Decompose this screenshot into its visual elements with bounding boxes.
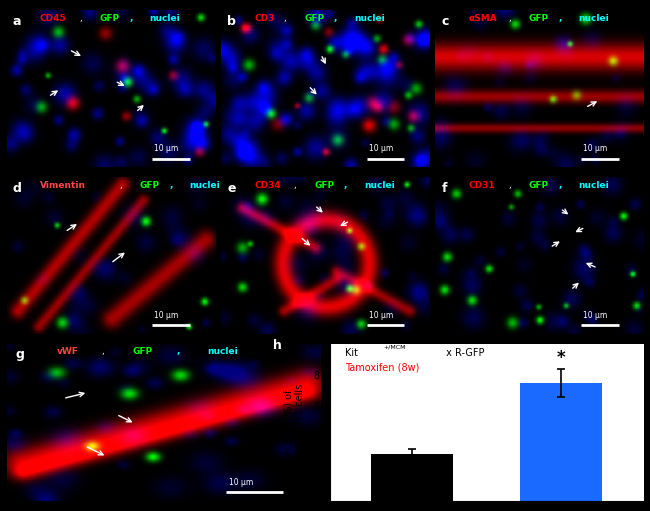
Text: GFP: GFP: [304, 14, 324, 23]
Text: αSMA: αSMA: [469, 14, 497, 23]
Text: nuclei: nuclei: [207, 347, 238, 357]
Text: ,: ,: [508, 14, 514, 23]
Text: nuclei: nuclei: [150, 14, 181, 23]
Text: *: *: [557, 349, 566, 367]
Text: d: d: [13, 181, 21, 195]
Text: ,: ,: [558, 181, 565, 190]
Text: 10 μm: 10 μm: [154, 311, 179, 320]
Text: vWF: vWF: [57, 347, 79, 357]
Text: e: e: [227, 181, 236, 195]
Text: 10 μm: 10 μm: [369, 311, 393, 320]
Text: ,: ,: [130, 14, 136, 23]
Text: ,: ,: [558, 14, 565, 23]
Text: 10 μm: 10 μm: [369, 144, 393, 153]
Text: nuclei: nuclei: [364, 181, 395, 190]
Text: 10 μm: 10 μm: [229, 478, 254, 486]
Text: ,: ,: [102, 347, 107, 357]
Text: ,: ,: [177, 347, 184, 357]
Text: ,: ,: [334, 14, 341, 23]
Bar: [370, 454, 453, 501]
Text: ,: ,: [170, 181, 176, 190]
Text: +/MCM: +/MCM: [383, 344, 406, 350]
Text: CD34: CD34: [254, 181, 281, 190]
Text: ,: ,: [284, 14, 290, 23]
Text: x R-GFP: x R-GFP: [443, 349, 484, 358]
Text: 10 μm: 10 μm: [583, 144, 607, 153]
Text: h: h: [273, 339, 282, 352]
Text: GFP: GFP: [140, 181, 160, 190]
Text: a: a: [13, 15, 21, 28]
Text: g: g: [16, 349, 25, 361]
Text: nuclei: nuclei: [354, 14, 385, 23]
Bar: [520, 383, 603, 501]
Text: 10 μm: 10 μm: [154, 144, 179, 153]
Text: b: b: [227, 15, 236, 28]
Text: ,: ,: [120, 181, 125, 190]
Text: GFP: GFP: [314, 181, 334, 190]
Y-axis label: eGFP+ (%) of
total CD31 cells: eGFP+ (%) of total CD31 cells: [283, 384, 305, 461]
Text: Vimentin: Vimentin: [40, 181, 86, 190]
Text: CD3: CD3: [254, 14, 274, 23]
Text: ,: ,: [344, 181, 350, 190]
Text: f: f: [441, 181, 447, 195]
Text: nuclei: nuclei: [578, 14, 609, 23]
Text: GFP: GFP: [528, 14, 549, 23]
Text: GFP: GFP: [132, 347, 152, 357]
Text: nuclei: nuclei: [190, 181, 220, 190]
Text: CD45: CD45: [40, 14, 66, 23]
Text: Tamoxifen (8w): Tamoxifen (8w): [345, 362, 420, 373]
Text: GFP: GFP: [99, 14, 120, 23]
Text: ,: ,: [508, 181, 514, 190]
Text: GFP: GFP: [528, 181, 549, 190]
Text: ,: ,: [80, 14, 85, 23]
Text: ,: ,: [294, 181, 300, 190]
Text: 10 μm: 10 μm: [583, 311, 607, 320]
Text: c: c: [441, 15, 449, 28]
Text: CD31: CD31: [469, 181, 495, 190]
Text: Kit: Kit: [345, 349, 358, 358]
Text: nuclei: nuclei: [578, 181, 609, 190]
